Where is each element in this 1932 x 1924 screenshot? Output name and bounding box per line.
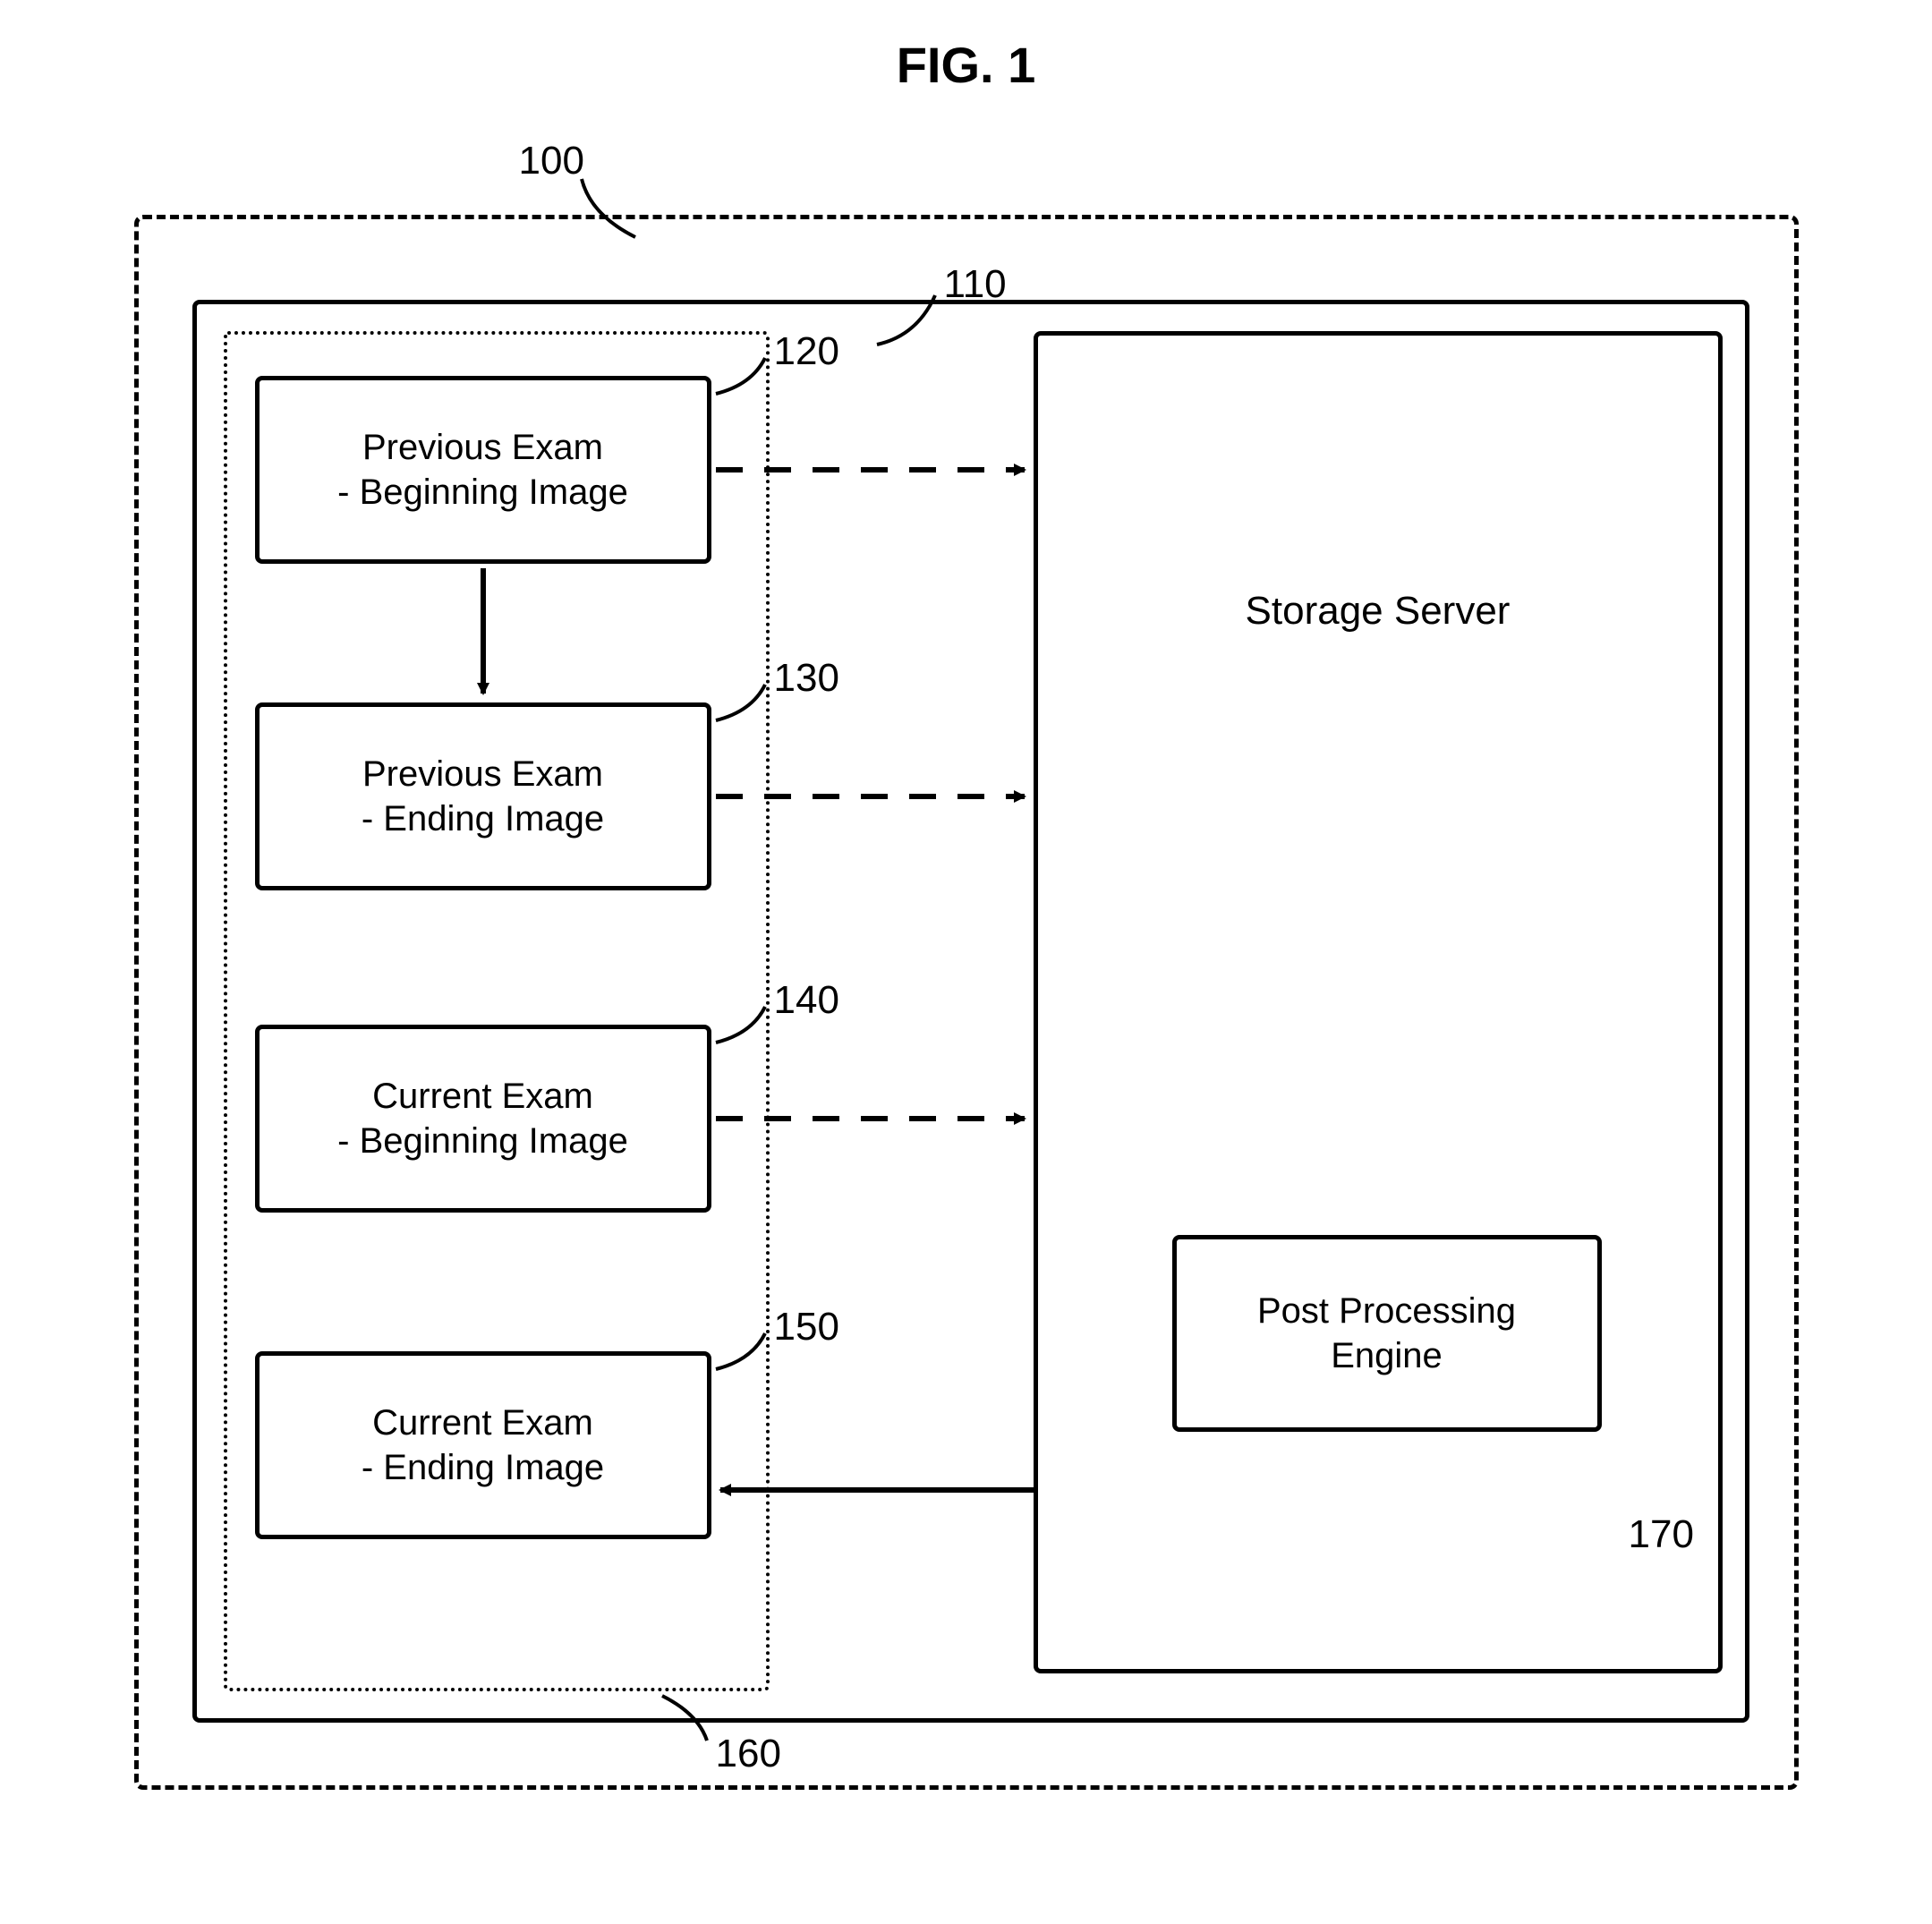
ref-100: 100 <box>519 139 584 183</box>
box-label-line1: Previous Exam <box>362 425 603 470</box>
box-label-line2: - Ending Image <box>362 796 604 841</box>
ref-160: 160 <box>716 1732 781 1776</box>
post-processing-engine-box: Post Processing Engine <box>1172 1235 1602 1432</box>
current-exam-ending-box: Current Exam - Ending Image <box>255 1351 711 1539</box>
box-label-line2: - Beginning Image <box>337 1119 628 1163</box>
box-label-line2: Engine <box>1331 1333 1443 1378</box>
box-label-line1: Current Exam <box>372 1400 593 1445</box>
figure-title: FIG. 1 <box>36 36 1896 94</box>
box-label-line1: Current Exam <box>372 1074 593 1119</box>
ref-110: 110 <box>944 262 1007 307</box>
box-label-line1: Previous Exam <box>362 752 603 796</box>
ref-170: 170 <box>1629 1512 1694 1557</box>
ref-130: 130 <box>774 656 839 701</box>
ref-140: 140 <box>774 978 839 1023</box>
ref-120: 120 <box>774 329 839 374</box>
box-label-line2: - Beginning Image <box>337 470 628 515</box>
previous-exam-beginning-box: Previous Exam - Beginning Image <box>255 376 711 564</box>
box-label-line2: - Ending Image <box>362 1445 604 1490</box>
storage-server-box: Storage Server <box>1034 331 1723 1673</box>
diagram: Previous Exam - Beginning Image Previous… <box>72 130 1861 1830</box>
ref-150: 150 <box>774 1305 839 1349</box>
box-label-line1: Post Processing <box>1257 1289 1516 1333</box>
previous-exam-ending-box: Previous Exam - Ending Image <box>255 702 711 890</box>
current-exam-beginning-box: Current Exam - Beginning Image <box>255 1025 711 1213</box>
storage-server-label: Storage Server <box>1246 586 1511 635</box>
